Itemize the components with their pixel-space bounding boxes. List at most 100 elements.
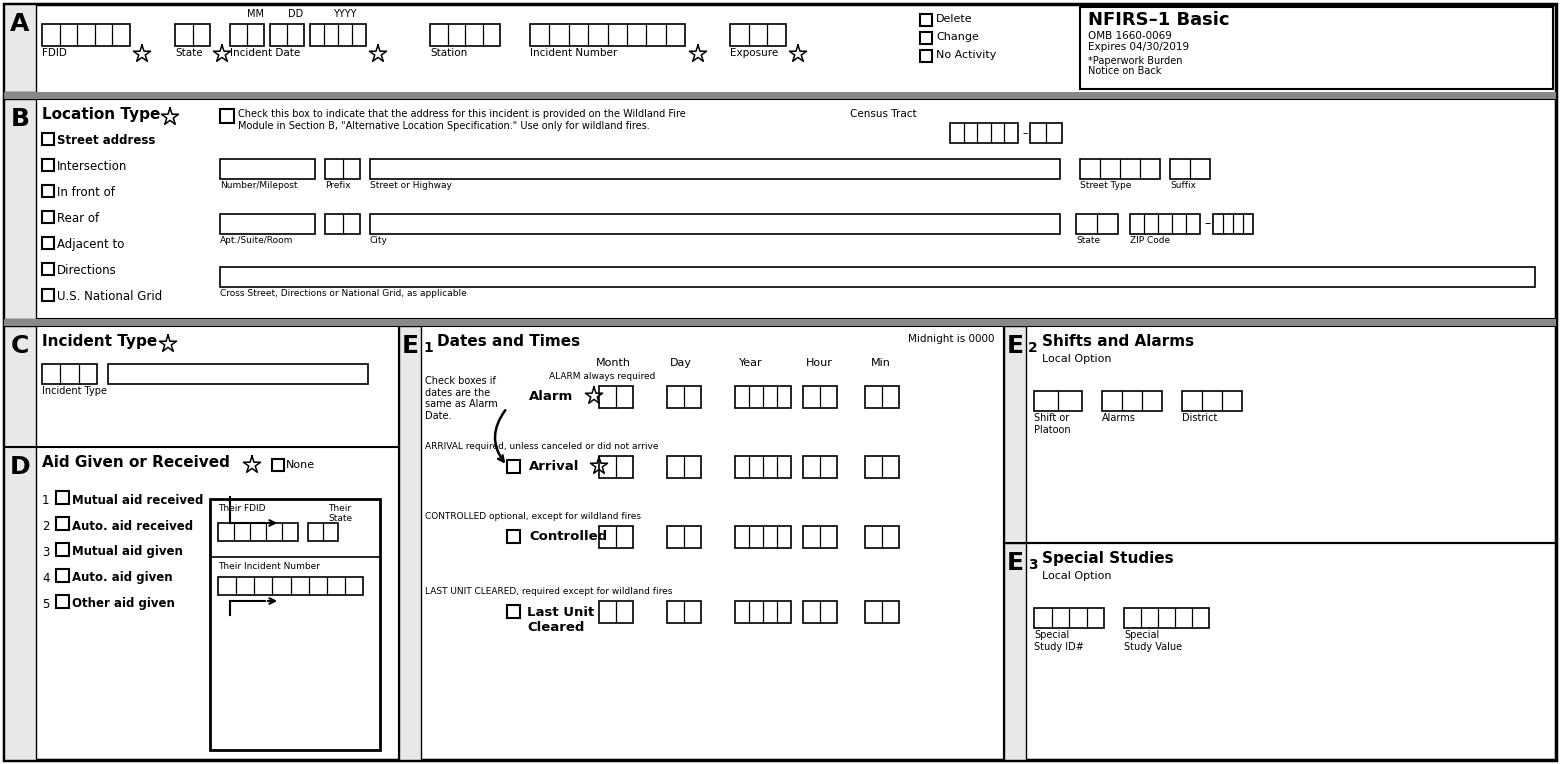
Text: 3: 3 (1028, 558, 1037, 572)
Bar (730, 24, 786, 46)
Bar (803, 601, 838, 623)
Text: Controlled: Controlled (529, 529, 607, 542)
Bar (218, 577, 363, 595)
Text: 2: 2 (1028, 341, 1037, 355)
Bar (5, 326, 399, 760)
Bar (324, 159, 360, 179)
Bar (5, 4, 36, 92)
Text: B: B (11, 107, 30, 131)
Bar (271, 459, 284, 471)
Text: Last Unit
Cleared: Last Unit Cleared (527, 606, 594, 634)
Bar (1005, 543, 1026, 760)
Bar (42, 159, 55, 171)
Text: District: District (1182, 413, 1217, 423)
Bar (735, 456, 791, 478)
Text: None: None (285, 460, 315, 470)
Text: –: – (1204, 218, 1211, 231)
Text: Incident Type: Incident Type (42, 334, 158, 349)
Bar (599, 601, 633, 623)
Bar (399, 326, 1005, 760)
Text: Alarms: Alarms (1101, 413, 1136, 423)
Bar (218, 523, 298, 541)
Text: Directions: Directions (58, 264, 117, 277)
Bar (307, 523, 339, 541)
Text: Street Type: Street Type (1080, 181, 1131, 190)
Text: Special Studies: Special Studies (1042, 551, 1173, 566)
Text: Suffix: Suffix (1170, 181, 1197, 190)
Bar (668, 456, 700, 478)
Text: No Activity: No Activity (936, 50, 997, 60)
Text: ZIP Code: ZIP Code (1129, 236, 1170, 245)
Bar (220, 109, 234, 123)
Text: OMB 1660-0069: OMB 1660-0069 (1087, 31, 1172, 41)
Bar (211, 499, 381, 750)
Bar (42, 237, 55, 249)
Bar (431, 24, 501, 46)
Text: Special
Study ID#: Special Study ID# (1034, 630, 1084, 652)
Bar (1030, 123, 1062, 143)
Text: Change: Change (936, 32, 978, 42)
Text: Day: Day (669, 358, 693, 368)
Bar (1170, 159, 1211, 179)
Text: Shift or
Platoon: Shift or Platoon (1034, 413, 1070, 435)
Bar (175, 24, 211, 46)
Bar (1101, 391, 1162, 411)
Text: E: E (1006, 334, 1023, 358)
Bar (668, 386, 700, 408)
Text: 1: 1 (42, 494, 50, 507)
Text: Mutual aid given: Mutual aid given (72, 545, 183, 558)
Text: Aid Given or Received: Aid Given or Received (42, 455, 229, 470)
Bar (864, 456, 899, 478)
Text: Incident Type: Incident Type (42, 386, 108, 396)
Bar (56, 569, 69, 582)
Text: Intersection: Intersection (58, 160, 128, 173)
Text: Their FDID: Their FDID (218, 504, 265, 513)
Text: U.S. National Grid: U.S. National Grid (58, 290, 162, 303)
Text: Local Option: Local Option (1042, 354, 1111, 364)
Bar (1005, 326, 1555, 543)
Text: Check boxes if
dates are the
same as Alarm
Date.: Check boxes if dates are the same as Ala… (424, 376, 498, 421)
Text: Station: Station (431, 48, 468, 58)
Bar (220, 159, 315, 179)
Bar (735, 601, 791, 623)
Bar (1005, 543, 1555, 760)
Text: Midnight is 0000: Midnight is 0000 (908, 334, 994, 344)
Bar (530, 24, 685, 46)
Text: FDID: FDID (42, 48, 67, 58)
Bar (220, 267, 1535, 287)
Text: In front of: In front of (58, 186, 115, 199)
Text: Other aid given: Other aid given (72, 597, 175, 610)
Text: Month: Month (596, 358, 630, 368)
Bar (920, 32, 931, 44)
Bar (229, 24, 264, 46)
Bar (507, 460, 519, 473)
Bar (920, 50, 931, 62)
Bar (399, 326, 421, 760)
Bar (42, 24, 129, 46)
Bar (5, 99, 36, 319)
Text: DD: DD (289, 9, 304, 19)
Text: Check this box to indicate that the address for this incident is provided on the: Check this box to indicate that the addr… (239, 109, 686, 131)
Text: ARRIVAL required, unless canceled or did not arrive: ARRIVAL required, unless canceled or did… (424, 442, 658, 451)
Text: 2: 2 (42, 520, 50, 533)
Text: Delete: Delete (936, 14, 972, 24)
Bar (1125, 608, 1209, 628)
Text: Census Tract: Census Tract (850, 109, 917, 119)
Text: MM: MM (248, 9, 265, 19)
Bar (5, 92, 1555, 99)
Bar (920, 14, 931, 26)
Bar (5, 99, 1555, 319)
Bar (1076, 214, 1119, 234)
Text: Mutual aid received: Mutual aid received (72, 494, 203, 507)
Bar (1034, 391, 1083, 411)
Bar (56, 491, 69, 504)
Text: LAST UNIT CLEARED, required except for wildland fires: LAST UNIT CLEARED, required except for w… (424, 587, 672, 596)
Bar (42, 289, 55, 301)
Bar (599, 386, 633, 408)
Text: Adjacent to: Adjacent to (58, 238, 125, 251)
Bar (507, 605, 519, 618)
Text: Apt./Suite/Room: Apt./Suite/Room (220, 236, 293, 245)
Bar (803, 456, 838, 478)
Text: E: E (401, 334, 418, 358)
Text: Hour: Hour (805, 358, 833, 368)
